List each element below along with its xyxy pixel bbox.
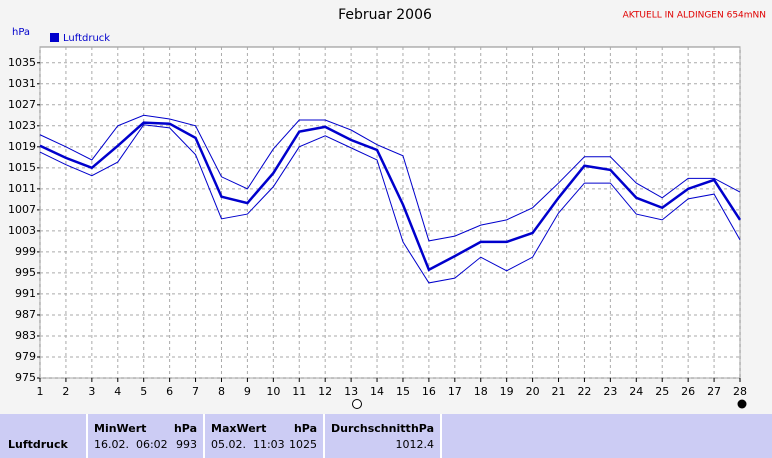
y-tick-label: 983	[15, 329, 36, 342]
y-tick-label: 995	[15, 266, 36, 279]
y-tick-label: 1023	[8, 119, 36, 132]
y-tick-label: 987	[15, 308, 36, 321]
max-value: 1025	[289, 438, 317, 451]
x-tick-label: 16	[422, 385, 436, 398]
y-tick-label: 1035	[8, 56, 36, 69]
legend-swatch	[50, 33, 59, 42]
y-tick-label: 1019	[8, 140, 36, 153]
data-line	[39, 124, 741, 284]
y-tick-label: 1027	[8, 98, 36, 111]
y-tick-label: 1007	[8, 203, 36, 216]
max-time: 05.02. 11:03	[211, 438, 285, 451]
header: MinWert	[94, 422, 147, 435]
max-cell: MaxWert hPa 05.02. 11:03 1025	[205, 414, 325, 458]
x-tick-label: 12	[318, 385, 332, 398]
x-tick-label: 21	[552, 385, 566, 398]
x-tick-label: 13	[344, 385, 358, 398]
x-tick-label: 23	[603, 385, 617, 398]
chart-title: Februar 2006	[338, 7, 432, 23]
x-tick-label: 9	[244, 385, 251, 398]
x-tick-label: 2	[62, 385, 69, 398]
y-tick-label: 991	[15, 287, 36, 300]
x-tick-label: 22	[577, 385, 591, 398]
y-tick-label: 1031	[8, 77, 36, 90]
x-tick-label: 17	[448, 385, 462, 398]
y-tick-label: 999	[15, 245, 36, 258]
x-tick-label: 19	[500, 385, 514, 398]
row-label-cell: Luftdruck	[0, 414, 88, 458]
header: Durchschnitt	[331, 422, 411, 435]
header: MaxWert	[211, 422, 267, 435]
data-line	[39, 121, 742, 272]
avg-cell: Durchschnitt hPa 1012.4	[325, 414, 442, 458]
x-tick-label: 6	[166, 385, 173, 398]
x-tick-label: 18	[474, 385, 488, 398]
avg-value: 1012.4	[395, 438, 435, 451]
header: hPa	[293, 422, 317, 435]
x-tick-label: 4	[114, 385, 121, 398]
plot-area	[39, 46, 741, 379]
x-tick-label: 28	[733, 385, 747, 398]
y-axis-label: hPa	[12, 27, 30, 38]
header: hPa	[173, 422, 197, 435]
header: hPa	[410, 422, 434, 435]
chart: Februar 2006 AKTUELL IN ALDINGEN 654mNN …	[8, 7, 766, 409]
min-time: 16.02. 06:02	[94, 438, 168, 451]
moon-icon	[352, 399, 362, 409]
x-tick-label: 5	[140, 385, 147, 398]
x-tick-label: 8	[218, 385, 225, 398]
x-tick-label: 14	[370, 385, 384, 398]
y-tick-label: 975	[15, 371, 36, 384]
min-cell: MinWert hPa 16.02. 06:02 993	[88, 414, 205, 458]
stats-table: Luftdruck MinWert hPa 16.02. 06:02 993 M…	[0, 414, 772, 458]
x-tick-label: 7	[192, 385, 199, 398]
y-tick-label: 979	[15, 350, 36, 363]
y-tick-label: 1011	[8, 182, 36, 195]
min-value: 993	[176, 438, 197, 451]
moon-icon	[737, 399, 747, 409]
x-tick-label: 11	[292, 385, 306, 398]
station-label: AKTUELL IN ALDINGEN 654mNN	[623, 11, 766, 21]
x-tick-label: 27	[707, 385, 721, 398]
y-tick-label: 1003	[8, 224, 36, 237]
x-tick-label: 25	[655, 385, 669, 398]
x-tick-label: 1	[37, 385, 44, 398]
x-tick-label: 24	[629, 385, 643, 398]
data-line	[39, 114, 741, 242]
x-tick-label: 26	[681, 385, 695, 398]
legend-label: Luftdruck	[63, 33, 110, 44]
x-tick-label: 15	[396, 385, 410, 398]
x-tick-label: 20	[526, 385, 540, 398]
row-label: Luftdruck	[8, 438, 68, 451]
x-tick-label: 10	[266, 385, 280, 398]
y-tick-label: 1015	[8, 161, 36, 174]
x-tick-label: 3	[88, 385, 95, 398]
